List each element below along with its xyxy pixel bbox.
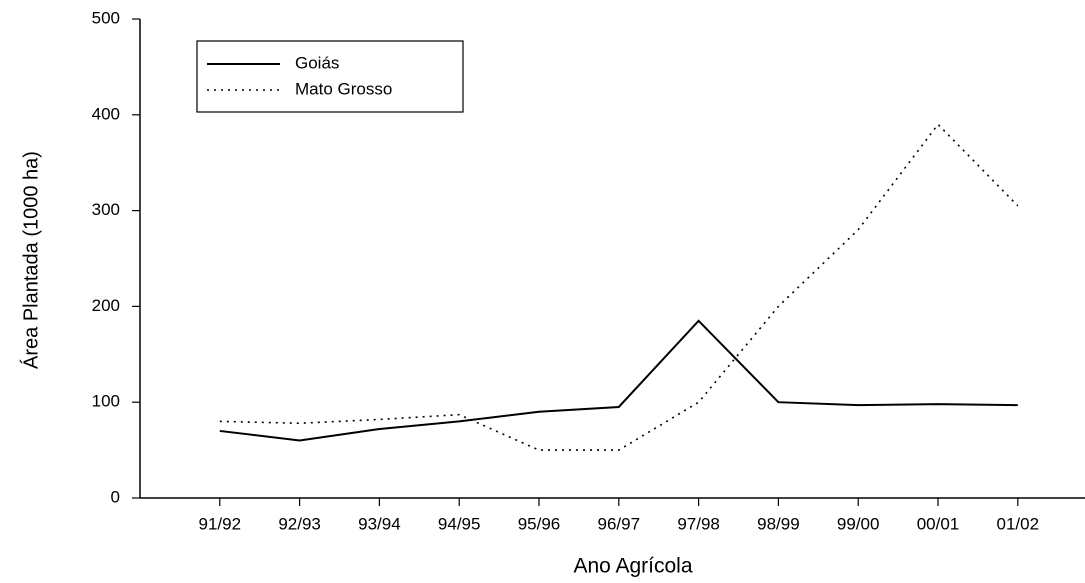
x-tick-label: 95/96	[518, 514, 561, 533]
x-tick-label: 92/93	[278, 514, 321, 533]
y-tick-label: 400	[92, 104, 120, 123]
x-tick-label: 93/94	[358, 514, 401, 533]
line	[219, 319, 1018, 442]
y-tick-label: 200	[92, 296, 120, 315]
y-axis-label: Área Plantada (1000 ha)	[19, 151, 42, 369]
y-tick-label: 500	[92, 8, 120, 27]
x-tick-label: 96/97	[598, 514, 641, 533]
x-tick-label: 91/92	[199, 514, 242, 533]
legend-label: Goiás	[295, 53, 339, 72]
line	[219, 123, 1019, 451]
x-tick-label: 98/99	[757, 514, 800, 533]
legend-label: Mato Grosso	[295, 79, 392, 98]
x-tick-label: 00/01	[917, 514, 960, 533]
legend-box	[196, 40, 464, 113]
y-tick-label: 100	[92, 392, 120, 411]
x-tick-label: 97/98	[677, 514, 720, 533]
y-tick-label: 0	[111, 487, 120, 506]
x-axis-label: Ano Agrícola	[573, 555, 692, 578]
x-tick-label: 99/00	[837, 514, 880, 533]
x-tick-label: 94/95	[438, 514, 481, 533]
x-tick-label: 01/02	[997, 514, 1040, 533]
y-tick-label: 300	[92, 200, 120, 219]
